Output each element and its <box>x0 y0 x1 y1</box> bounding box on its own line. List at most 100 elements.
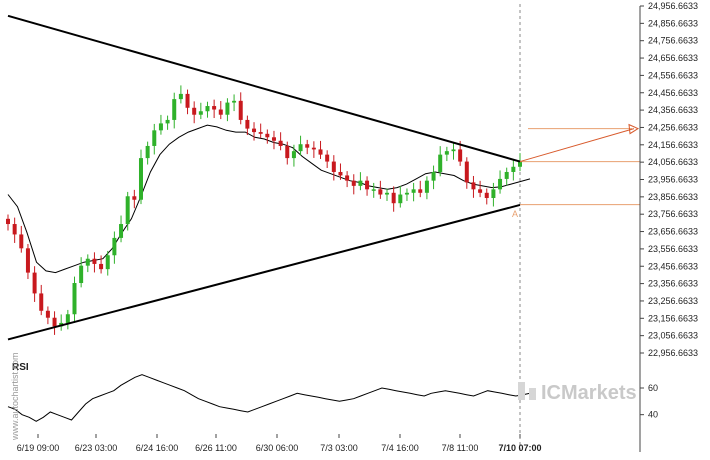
candle-body <box>12 224 17 235</box>
candle-body <box>52 317 57 327</box>
candle-body <box>6 218 10 225</box>
candle-body <box>431 171 436 181</box>
candle-body <box>198 111 203 115</box>
candle-body <box>338 171 343 176</box>
candle-body <box>205 106 210 112</box>
brand-logo: ICMarkets <box>518 382 637 404</box>
y-tick-label: 24,756.6633 <box>648 36 698 46</box>
candle-body <box>464 161 469 183</box>
candle-body <box>45 310 50 318</box>
x-tick-label: 6/23 03:00 <box>75 443 118 453</box>
candle-body <box>391 192 396 204</box>
y-tick-label: 24,456.6633 <box>648 88 698 98</box>
y-tick-label: 24,956.6633 <box>648 1 698 11</box>
candle-body <box>172 99 177 120</box>
candle-body <box>265 133 270 138</box>
candle-body <box>99 263 104 270</box>
candle-body <box>278 140 283 146</box>
resistance-trendline <box>7 14 521 163</box>
candle-body <box>411 189 416 193</box>
rsi-line <box>7 374 531 422</box>
y-tick-label: 23,356.6633 <box>648 279 698 289</box>
candle-body <box>192 107 197 115</box>
candle-body <box>85 258 90 266</box>
y-tick-label: 23,556.6633 <box>648 244 698 254</box>
rsi-panel: 60 40 <box>7 374 658 422</box>
candle-body <box>252 128 257 133</box>
candle-body <box>404 192 409 195</box>
candle-body <box>358 180 363 186</box>
candle-body <box>105 255 110 270</box>
candle-body <box>345 175 350 181</box>
candle-body <box>478 189 483 193</box>
y-tick-label: 23,056.6633 <box>648 331 698 341</box>
y-tick-label: 24,256.6633 <box>648 122 698 132</box>
candle-body <box>145 145 150 159</box>
candle-body <box>511 166 516 172</box>
x-tick-label: 6/24 16:00 <box>136 443 179 453</box>
y-tick-label: 23,456.6633 <box>648 261 698 271</box>
point-a-label: A <box>512 209 518 219</box>
candle-body <box>424 180 429 193</box>
y-tick-label: 24,356.6633 <box>648 105 698 115</box>
x-tick-label: 7/10 07:00 <box>498 443 541 453</box>
candle-body <box>418 189 423 193</box>
candle-body <box>125 196 130 225</box>
candle-body <box>365 180 370 190</box>
candle-body <box>444 151 449 155</box>
rsi-title: RSI <box>12 362 29 373</box>
candle-body <box>245 119 250 129</box>
y-tick-label: 24,556.6633 <box>648 70 698 80</box>
candle-body <box>298 144 303 152</box>
candle-body <box>471 182 476 190</box>
candle-body <box>318 149 323 155</box>
candle-body <box>438 154 443 172</box>
candle-body <box>232 100 237 103</box>
candle-body <box>398 194 403 204</box>
x-tick-label: 7/8 11:00 <box>442 443 479 453</box>
candle-body <box>285 145 290 159</box>
candle-body <box>451 149 456 152</box>
side-watermark: www.autochartist.com <box>10 352 20 441</box>
candle-body <box>185 93 190 108</box>
rsi-tick-label: 60 <box>648 383 658 393</box>
x-tick-label: 7/3 03:00 <box>320 443 358 453</box>
candle-body <box>152 130 157 146</box>
y-tick-label: 23,656.6633 <box>648 227 698 237</box>
trendlines-layer <box>7 14 521 341</box>
support-trendline <box>7 203 521 341</box>
candle-body <box>351 180 356 186</box>
candle-body <box>498 178 503 190</box>
candle-body <box>218 109 223 115</box>
candle-body <box>371 189 376 191</box>
candles-layer <box>6 85 522 335</box>
x-tick-label: 7/4 16:00 <box>381 443 419 453</box>
brand-watermark: ICMarkets <box>541 382 637 404</box>
candle-body <box>225 102 230 115</box>
candle-body <box>385 192 390 195</box>
forecast-arrow-head <box>628 123 640 135</box>
candle-body <box>484 192 489 199</box>
candle-body <box>178 93 183 100</box>
candle-body <box>92 258 97 264</box>
y-tick-label: 23,156.6633 <box>648 313 698 323</box>
candle-body <box>25 248 30 273</box>
x-tick-label: 6/26 11:00 <box>195 443 237 453</box>
candle-body <box>331 161 336 172</box>
candle-body <box>65 314 70 323</box>
candle-body <box>165 119 170 124</box>
y-tick-label: 24,656.6633 <box>648 53 698 63</box>
moving-average-layer <box>7 124 531 274</box>
y-tick-label: 22,956.6633 <box>648 348 698 358</box>
candle-body <box>378 189 383 195</box>
candle-body <box>504 171 509 179</box>
candle-body <box>112 237 117 256</box>
y-tick-label: 23,756.6633 <box>648 209 698 219</box>
candle-body <box>518 161 522 167</box>
y-tick-label: 24,856.6633 <box>648 18 698 28</box>
y-tick-label: 24,056.6633 <box>648 157 698 167</box>
candle-body <box>238 100 243 120</box>
x-tick-label: 6/30 06:00 <box>256 443 299 453</box>
candle-body <box>325 154 330 162</box>
